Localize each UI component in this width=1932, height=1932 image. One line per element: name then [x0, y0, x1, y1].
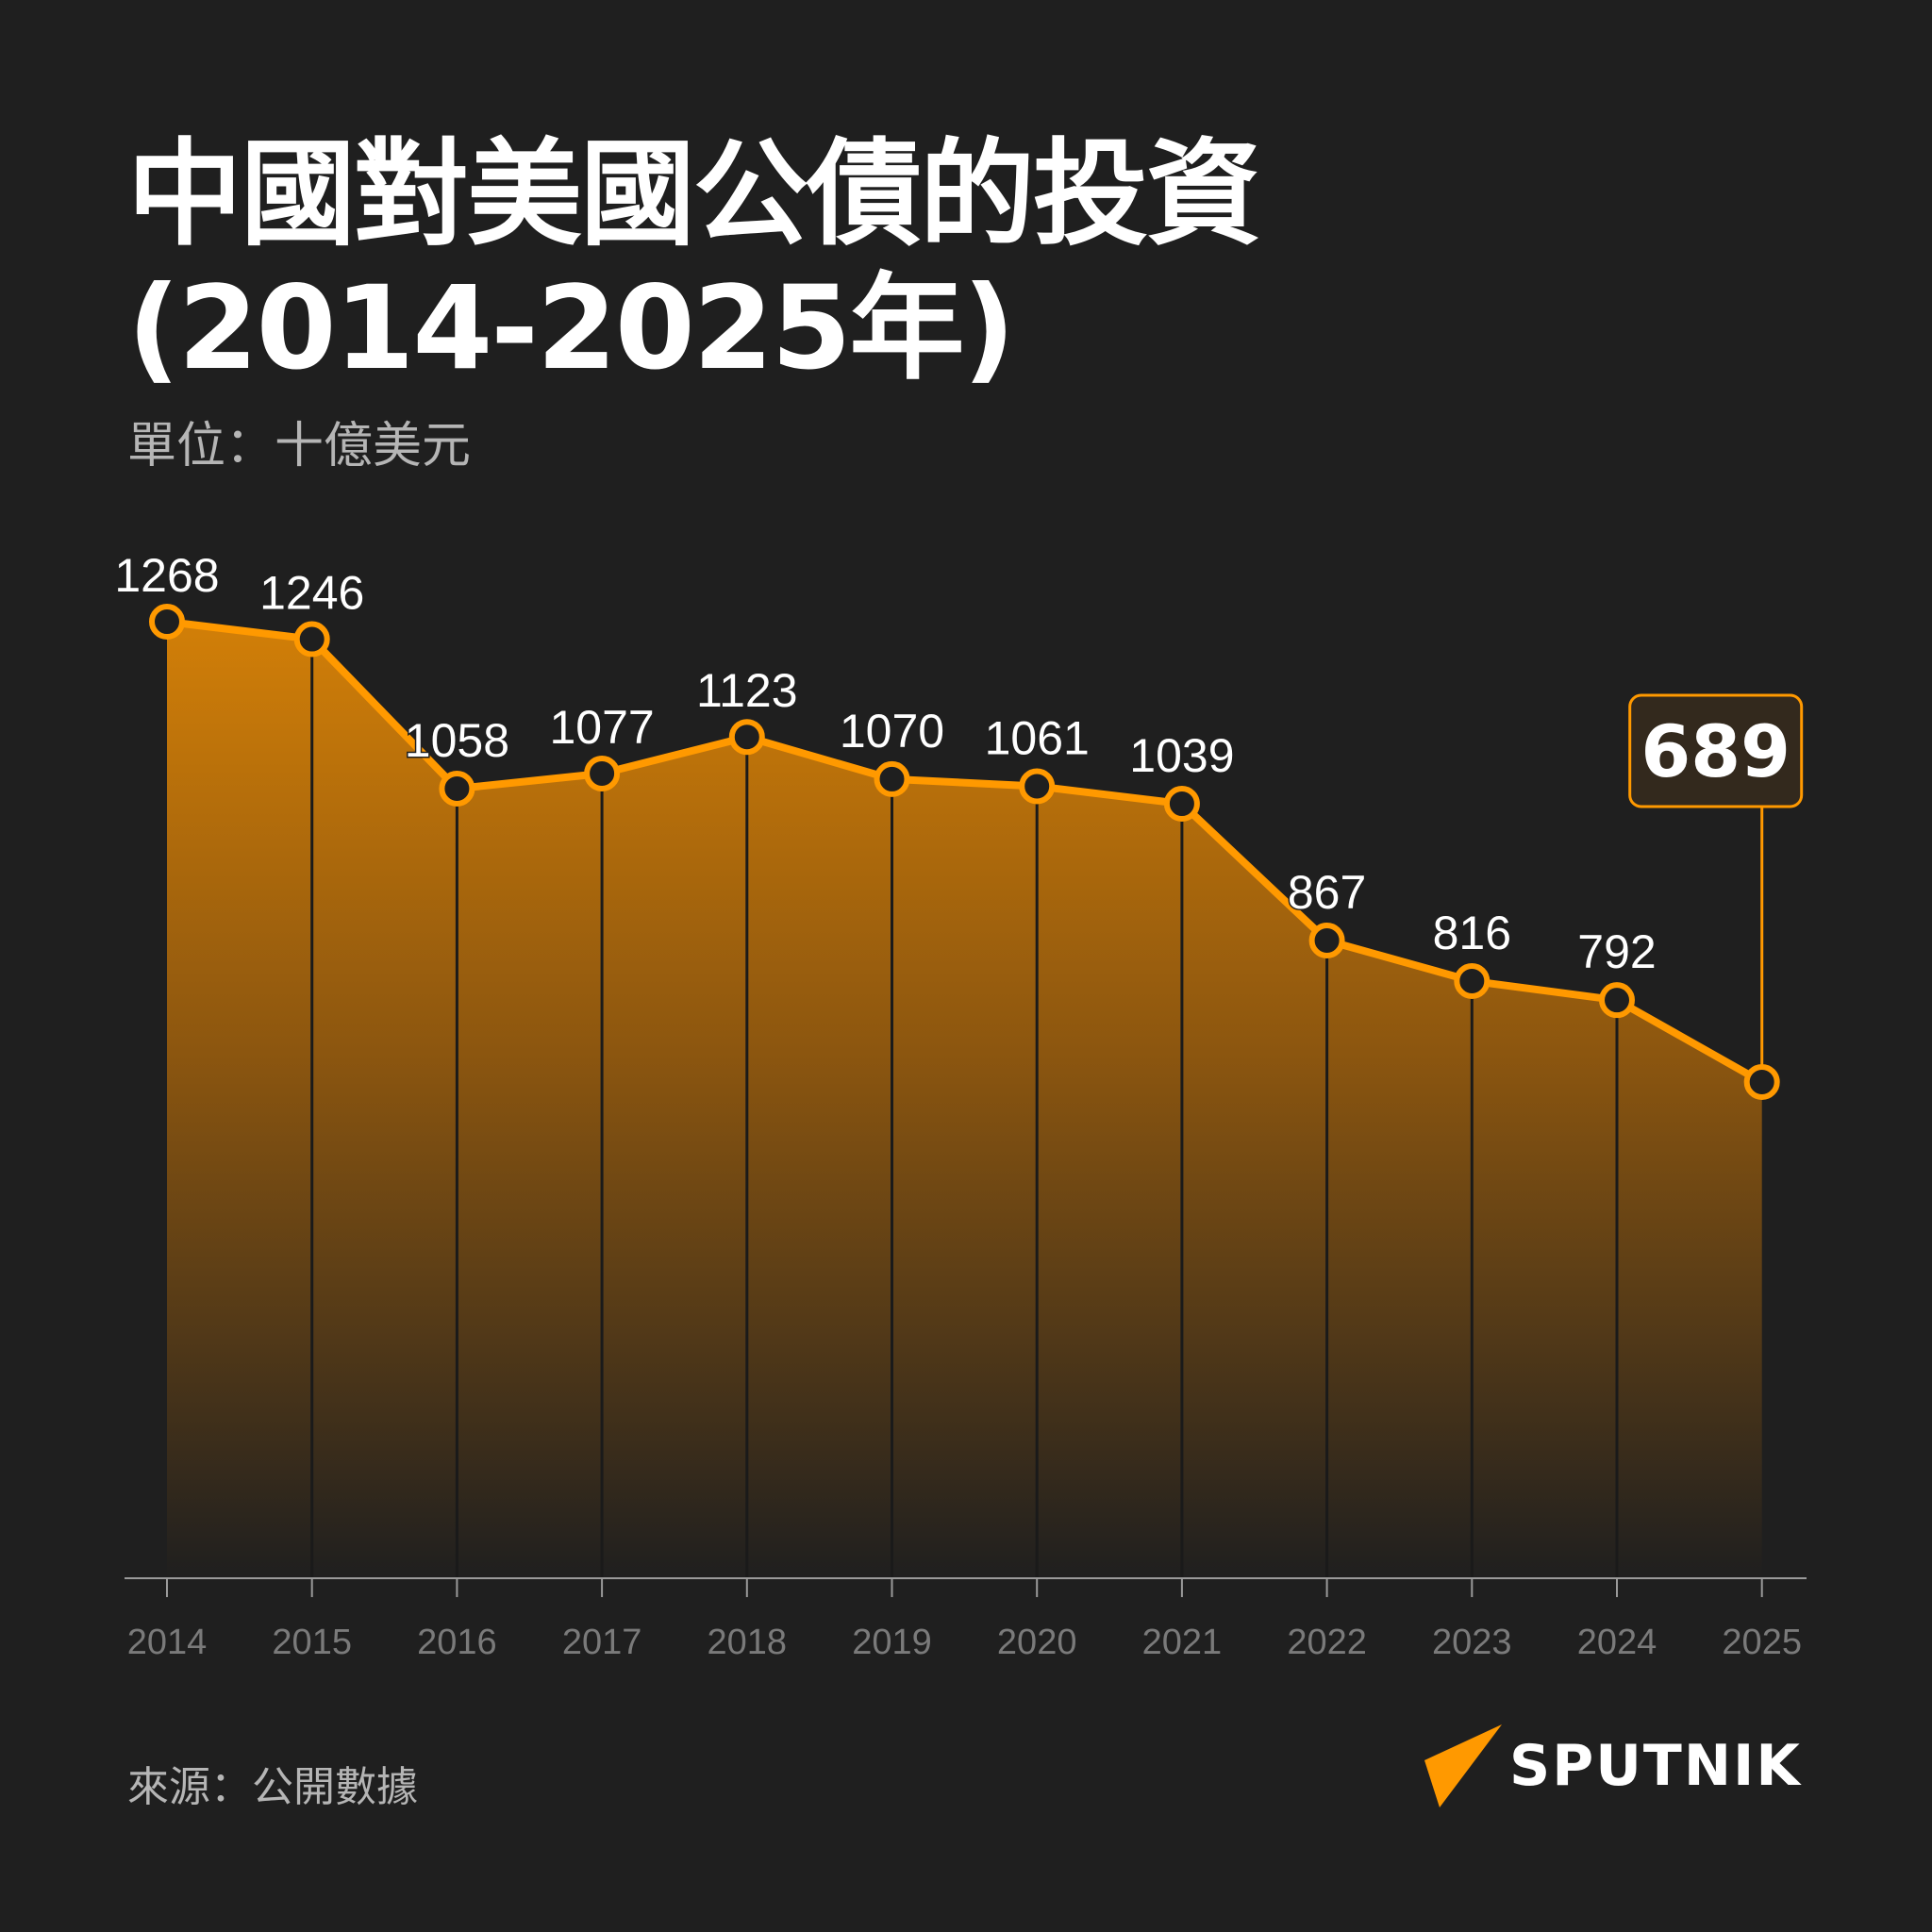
callout-box: [1628, 693, 1804, 808]
sputnik-logo: SPUTNIK: [1423, 1723, 1802, 1809]
data-markers: [149, 604, 1780, 1100]
x-tick-label: 2023: [1432, 1623, 1512, 1662]
brand-name: SPUTNIK: [1509, 1733, 1802, 1799]
data-point-marker: [1163, 786, 1200, 823]
drop-lines: [310, 639, 1619, 1578]
data-point-marker: [149, 604, 185, 640]
chart-title-years: (2014-2025年): [127, 261, 1015, 395]
data-point-marker: [1599, 982, 1635, 1019]
year-labels: 2014 2015 2016 2017 2018 2019 2020 2021 2022 2023…: [127, 1623, 1802, 1662]
data-point-marker: [874, 760, 910, 797]
value-label: 867: [1288, 866, 1366, 919]
value-label: 1077: [549, 701, 654, 754]
x-tick-label: 2022: [1287, 1623, 1367, 1662]
value-labels: 1268 1246 1058 1077 1123 1070 1061 1039 867 816 79…: [113, 548, 1657, 980]
data-point-marker: [1743, 1063, 1780, 1100]
x-axis-ticks: [166, 1578, 1763, 1597]
value-label: 1070: [840, 705, 944, 758]
x-tick-label: 2019: [852, 1623, 932, 1662]
value-label: 816: [1433, 907, 1511, 959]
value-label: 1268: [114, 549, 219, 602]
data-point-marker: [584, 755, 621, 791]
data-point-marker: [293, 621, 330, 658]
x-tick-label: 2017: [562, 1623, 642, 1662]
x-tick-label: 2018: [708, 1623, 788, 1662]
x-tick-label: 2014: [127, 1623, 208, 1662]
value-label: 1039: [1129, 729, 1234, 782]
value-label: 1123: [696, 664, 798, 717]
x-tick-label: 2015: [272, 1623, 352, 1662]
value-label: 792: [1577, 925, 1656, 978]
highlight-callout: 689: [1628, 693, 1804, 1069]
value-label: 1246: [259, 567, 364, 620]
x-tick-label: 2020: [997, 1623, 1077, 1662]
data-point-marker: [439, 770, 475, 807]
area-fill: [167, 622, 1762, 1578]
value-label: 1061: [985, 711, 1090, 764]
data-point-marker: [1454, 962, 1491, 999]
sputnik-arrow-icon: [1424, 1724, 1502, 1807]
source-note: 來源：公開數據: [127, 1763, 418, 1811]
callout-value: 689: [1641, 709, 1790, 793]
chart-title: 中國對美國公債的投資: [127, 127, 1261, 261]
x-tick-label: 2025: [1722, 1623, 1802, 1662]
x-tick-label: 2024: [1577, 1623, 1657, 1662]
title-block: 中國對美國公債的投資 (2014-2025年): [127, 127, 1261, 395]
x-tick-label: 2021: [1142, 1623, 1223, 1662]
data-point-marker: [1308, 922, 1345, 958]
data-line: [166, 618, 1764, 1086]
data-point-marker: [728, 719, 765, 756]
unit-label: 單位：十億美元: [127, 418, 472, 475]
x-tick-label: 2016: [417, 1623, 497, 1662]
data-point-marker: [1019, 768, 1056, 805]
value-label: 1058: [405, 714, 509, 767]
